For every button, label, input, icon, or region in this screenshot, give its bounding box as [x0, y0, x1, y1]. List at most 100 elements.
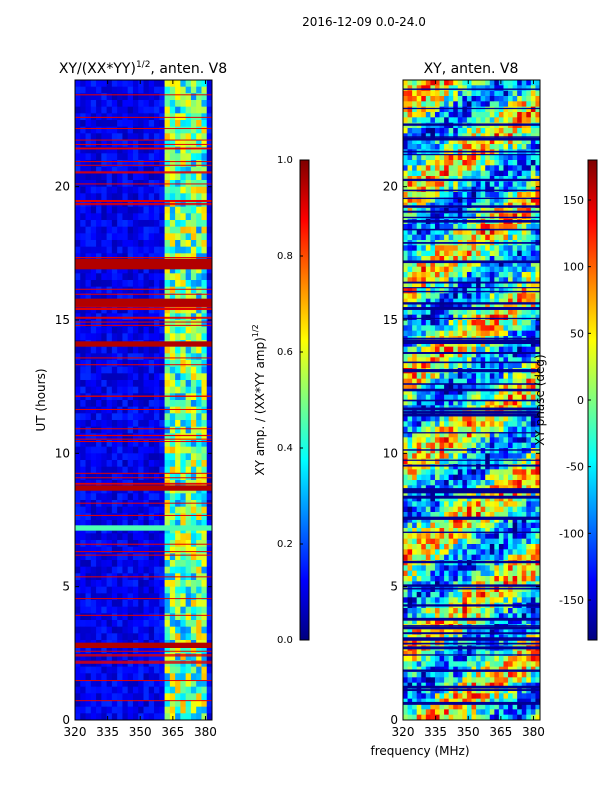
phase-cell [480, 272, 486, 278]
amplitude-cell [80, 146, 86, 154]
amplitude-cell [111, 140, 118, 148]
phase-cell [535, 144, 540, 150]
phase-cell [403, 389, 408, 396]
phase-cell [498, 421, 504, 428]
amplitude-cell [106, 593, 113, 601]
amplitude-cell [101, 186, 108, 194]
amplitude-cell [175, 560, 181, 568]
phase-cell [412, 400, 418, 406]
amplitude-cell [169, 666, 176, 674]
amplitude-cell [132, 100, 139, 108]
phase-cell [494, 480, 500, 486]
phase-cell [489, 458, 495, 465]
amplitude-cell [101, 433, 108, 441]
phase-cell [448, 309, 454, 316]
phase-cell [498, 469, 504, 476]
phase-cell [476, 378, 482, 385]
phase-cell [512, 106, 518, 113]
amplitude-cell [117, 206, 123, 214]
phase-cell [498, 261, 504, 268]
amplitude-cell [75, 600, 81, 608]
phase-cell [508, 293, 513, 300]
phase-cell [521, 442, 527, 449]
amplitude-cell [111, 420, 118, 428]
amplitude-cell [96, 406, 102, 414]
amplitude-cell [196, 446, 202, 454]
amplitude-cell [117, 193, 123, 201]
amplitude-cell [96, 80, 102, 88]
amplitude-cell [111, 120, 118, 128]
amplitude-cell [117, 366, 123, 374]
amplitude-cell [159, 606, 165, 614]
amplitude-cell [143, 146, 150, 154]
amplitude-cell [138, 146, 144, 154]
phase-cell [480, 256, 486, 262]
amplitude-cell [106, 680, 113, 688]
phase-cell [526, 458, 532, 465]
amplitude-cell [201, 453, 208, 461]
phase-cell [453, 394, 459, 401]
amplitude-cell [117, 613, 123, 621]
phase-cell [444, 282, 450, 289]
amplitude-cell [75, 133, 81, 141]
amplitude-cell [190, 333, 197, 341]
phase-cell [512, 378, 518, 385]
phase-cell [476, 432, 482, 438]
amplitude-cell [196, 586, 202, 594]
amplitude-cell [196, 680, 202, 688]
phase-cell [480, 378, 486, 385]
phase-cell [434, 474, 440, 481]
phase-cell [439, 496, 445, 502]
amplitude-cell [180, 520, 187, 528]
amplitude-cell [80, 106, 86, 114]
amplitude-cell [143, 320, 150, 328]
phase-cell [485, 453, 491, 460]
amplitude-cell [185, 160, 192, 168]
phase-cell [462, 277, 468, 284]
phase-cell [407, 384, 413, 390]
phase-cell [444, 448, 450, 454]
phase-cell [503, 304, 509, 310]
phase-cell [434, 128, 440, 134]
phase-cell [480, 213, 486, 220]
amplitude-cell [164, 533, 171, 541]
amplitude-cell [154, 493, 160, 501]
phase-cell [425, 80, 431, 86]
amplitude-cell [122, 266, 129, 274]
amplitude-flag-line [75, 514, 212, 516]
amplitude-cell [169, 400, 176, 408]
amplitude-cell [148, 366, 155, 374]
amplitude-cell [185, 560, 192, 568]
amplitude-cell [143, 613, 150, 621]
phase-cell [471, 197, 477, 204]
phase-cell [480, 304, 486, 310]
phase-cell [425, 490, 431, 497]
amplitude-cell [201, 133, 208, 141]
amplitude-cell [96, 680, 102, 688]
phase-cell [485, 234, 491, 241]
amplitude-cell [164, 366, 171, 374]
phase-cell [416, 197, 422, 204]
phase-cell [517, 96, 523, 102]
phase-cell [439, 245, 445, 252]
amplitude-cell [175, 146, 181, 154]
amplitude-cell [90, 633, 97, 641]
amplitude-cell [96, 613, 102, 621]
amplitude-cell [169, 653, 176, 661]
phase-cell [403, 128, 408, 134]
amplitude-cell [101, 280, 108, 288]
amplitude-cell [154, 213, 160, 221]
amplitude-cell [196, 326, 202, 334]
phase-cell [480, 346, 486, 353]
amplitude-cell [138, 413, 144, 421]
phase-cell [494, 490, 500, 497]
amplitude-cell [80, 473, 86, 481]
phase-cell [494, 496, 500, 502]
phase-cell [485, 352, 491, 358]
amplitude-cell [127, 533, 134, 541]
phase-cell [512, 229, 518, 236]
amplitude-cell [96, 700, 102, 708]
phase-cell [466, 330, 472, 337]
amplitude-cell [90, 353, 97, 361]
amplitude-cell [196, 246, 202, 254]
